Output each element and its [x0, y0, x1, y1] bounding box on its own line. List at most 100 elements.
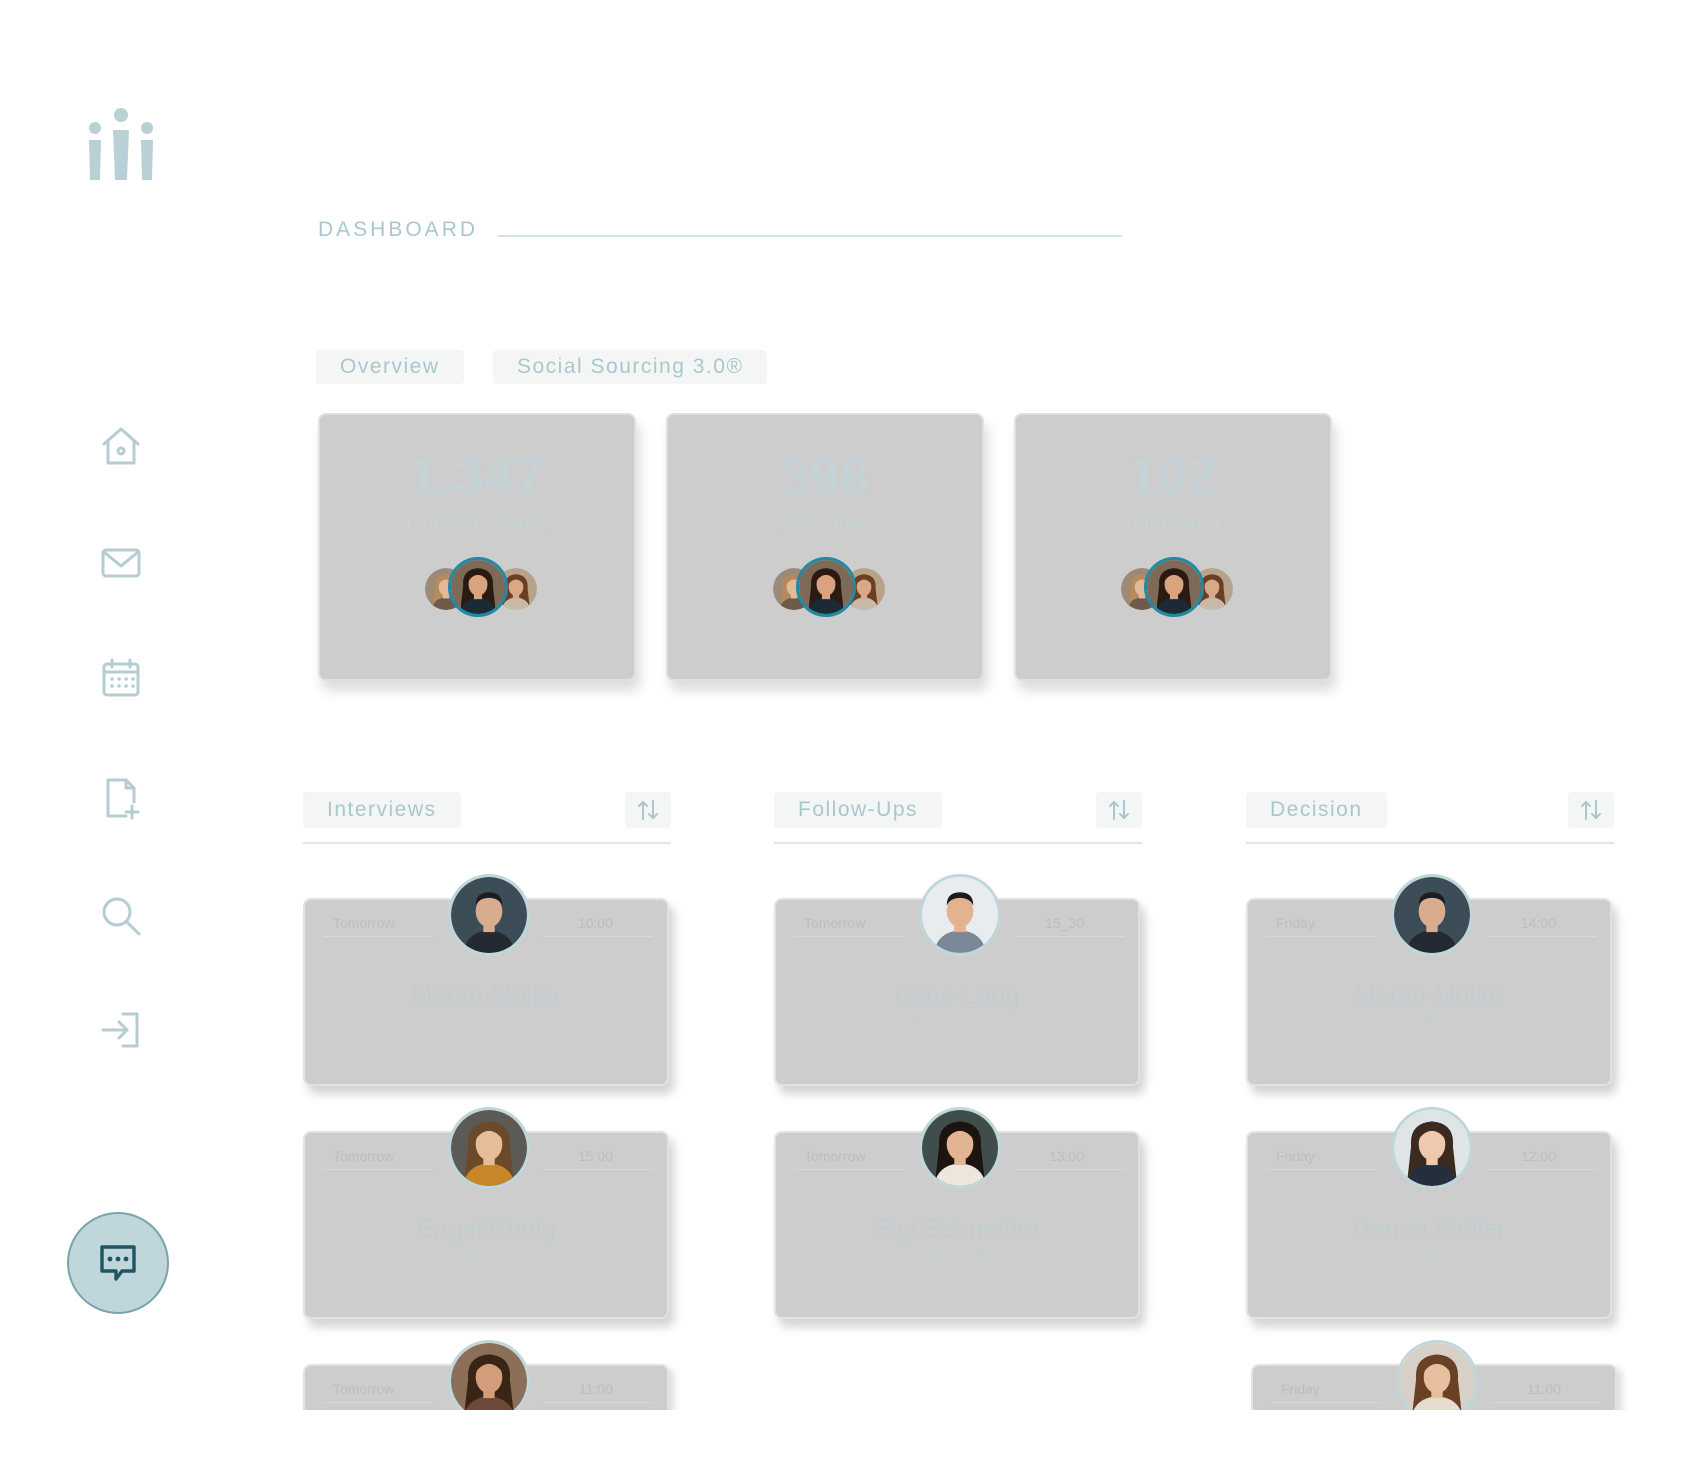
column-title: Decision	[1246, 792, 1387, 828]
expand-chevron-icon[interactable]	[1159, 637, 1187, 651]
tab-overview[interactable]: Overview	[316, 350, 464, 384]
column-divider	[774, 842, 1142, 844]
avatar-photo	[1399, 1343, 1475, 1419]
card-day: Tomorrow	[333, 915, 395, 931]
sort-icon	[1109, 800, 1129, 820]
tab-social-sourcing[interactable]: Social Sourcing 3.0®	[493, 350, 768, 384]
candidate-role: Sales Rep (SDR)	[895, 1014, 1019, 1031]
card-day: Friday	[1276, 915, 1315, 931]
candidate-name: Martin Müller	[410, 980, 562, 1010]
title-divider	[498, 235, 1122, 237]
sort-button[interactable]	[625, 792, 671, 828]
card-divider	[1014, 936, 1124, 937]
expand-chevron-icon[interactable]	[1418, 1060, 1442, 1072]
expand-chevron-icon[interactable]	[811, 637, 839, 651]
column-header-follow-ups: Follow-Ups	[774, 792, 1142, 844]
stat-value: 398	[780, 448, 870, 506]
avatar-photo	[451, 560, 505, 614]
candidate-card[interactable]: Friday 12:00 Hanna Müller SDR	[1246, 1107, 1612, 1319]
sort-button[interactable]	[1568, 792, 1614, 828]
candidate-card[interactable]: Tomorrow 15:00 Engel König Cold Caller	[303, 1107, 669, 1319]
sidebar-item-mail[interactable]	[98, 540, 144, 586]
card-divider	[543, 1402, 653, 1403]
card-time: 15_30	[1045, 915, 1084, 931]
card-divider	[323, 1169, 433, 1170]
sort-button[interactable]	[1096, 792, 1142, 828]
stat-card: 398 Messages	[666, 413, 984, 681]
card-time: 14:00	[1520, 915, 1556, 931]
card-divider	[323, 1402, 433, 1403]
avatar	[448, 1107, 530, 1189]
avatar-photo	[922, 1110, 998, 1186]
candidate-card[interactable]: Tomorrow 10:00 Martin Müller SDR	[303, 874, 669, 1086]
card-day: Friday	[1276, 1148, 1315, 1164]
candidate-role: SDR	[1412, 1247, 1446, 1264]
avatar-group	[765, 557, 885, 619]
page-title: DASHBOARD	[318, 218, 479, 241]
expand-chevron-icon[interactable]	[1418, 1293, 1442, 1305]
calendar-icon	[102, 658, 140, 697]
card-divider	[323, 936, 433, 937]
card-divider	[1014, 1169, 1124, 1170]
candidate-name: Sigi Schneider	[873, 1213, 1041, 1243]
avatar	[919, 1107, 1001, 1189]
column-header-interviews: Interviews	[303, 792, 671, 844]
home-icon	[102, 427, 140, 465]
card-day: Tomorrow	[804, 1148, 866, 1164]
card-day: Tomorrow	[333, 1381, 395, 1397]
sidebar-item-calendar[interactable]	[98, 655, 144, 701]
stat-card: 102 Interested	[1014, 413, 1332, 681]
card-time: 11:00	[579, 1381, 613, 1397]
candidate-card[interactable]: Friday 14:00 Martin Müller SDR	[1246, 874, 1612, 1086]
card-day: Tomorrow	[333, 1148, 395, 1164]
card-day: Tomorrow	[804, 915, 866, 931]
candidate-name: Martin Müller	[1353, 980, 1505, 1010]
candidate-role: SDR	[1412, 1014, 1446, 1031]
stat-card: 1.347 Contacts Made	[318, 413, 636, 681]
column-title: Interviews	[303, 792, 461, 828]
card-divider	[1486, 936, 1596, 937]
card-divider	[1266, 1169, 1376, 1170]
column-title: Follow-Ups	[774, 792, 943, 828]
card-time: 13:00	[1048, 1148, 1084, 1164]
search-icon	[102, 897, 141, 936]
candidate-card[interactable]: Tomorrow 13:00 Sigi Schneider Cold Caller	[774, 1107, 1140, 1319]
candidate-role: Cold Caller	[446, 1247, 526, 1264]
bottom-fade	[290, 1410, 1650, 1458]
expand-chevron-icon[interactable]	[946, 1293, 970, 1305]
sidebar-item-login[interactable]	[98, 1007, 144, 1053]
sort-icon	[638, 800, 658, 820]
candidate-role: Cold Caller	[917, 1247, 997, 1264]
chat-button[interactable]	[67, 1212, 169, 1314]
expand-chevron-icon[interactable]	[463, 637, 491, 651]
sidebar-item-search[interactable]	[98, 893, 144, 939]
column-divider	[1246, 842, 1614, 844]
card-time: 15:00	[577, 1148, 613, 1164]
card-divider	[1266, 936, 1376, 937]
avatar	[1391, 874, 1473, 956]
avatar	[448, 874, 530, 956]
expand-chevron-icon[interactable]	[475, 1293, 499, 1305]
stat-label: Interested	[1126, 513, 1220, 536]
card-divider	[794, 1169, 904, 1170]
expand-chevron-icon[interactable]	[475, 1060, 499, 1072]
card-divider	[1491, 1402, 1601, 1403]
chat-icon	[100, 1245, 136, 1281]
avatar-photo	[451, 1343, 527, 1419]
sidebar-item-add-document[interactable]	[98, 775, 144, 821]
expand-chevron-icon[interactable]	[946, 1060, 970, 1072]
avatar	[1391, 1107, 1473, 1189]
candidate-card[interactable]: Tomorrow 15_30 Ebbe Long Sales Rep (SDR)	[774, 874, 1140, 1086]
add-document-icon	[106, 778, 140, 820]
card-divider	[1486, 1169, 1596, 1170]
card-time: 10:00	[577, 915, 613, 931]
card-divider	[543, 1169, 653, 1170]
login-icon	[101, 1012, 139, 1048]
avatar-photo	[451, 1110, 527, 1186]
card-time: 11:00	[1527, 1381, 1561, 1397]
avatar-photo	[922, 877, 998, 953]
sidebar-item-home[interactable]	[98, 423, 144, 469]
avatar-photo	[1394, 1110, 1470, 1186]
card-divider	[543, 936, 653, 937]
candidate-role: SDR	[469, 1014, 503, 1031]
